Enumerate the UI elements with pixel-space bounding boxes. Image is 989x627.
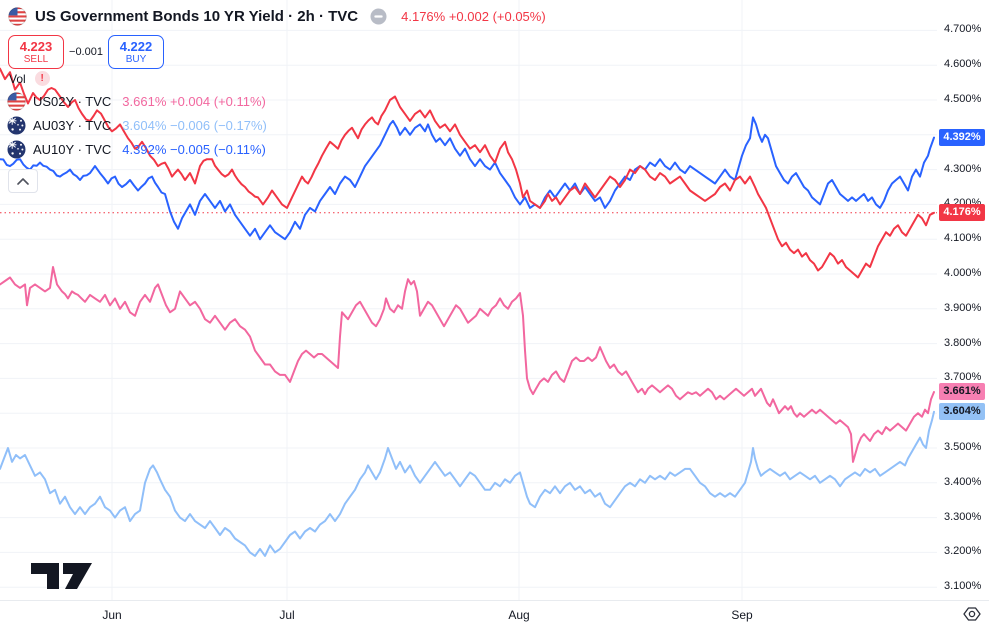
y-axis-tick: 3.300% <box>944 510 982 523</box>
y-axis-tick: 4.100% <box>944 232 982 245</box>
volume-study-row[interactable]: Vol ! <box>9 71 50 86</box>
buy-button[interactable]: 4.222 BUY <box>108 35 164 69</box>
legend-change: −0.005 (−0.11%) <box>170 141 266 157</box>
compare-legend: US02Y · TVC 3.661% +0.004 (+0.11%) AU03Y… <box>7 89 267 161</box>
y-axis-tick: 3.100% <box>944 580 982 593</box>
x-axis-label: Sep <box>731 608 753 622</box>
volume-label: Vol <box>9 71 26 86</box>
us-flag-icon <box>8 7 27 26</box>
legend-change: −0.006 (−0.17%) <box>170 117 267 133</box>
y-axis-tick: 3.700% <box>944 371 982 384</box>
sell-label: SELL <box>23 54 49 65</box>
legend-symbol: AU10Y · TVC <box>33 141 112 157</box>
chart-canvas[interactable] <box>0 0 937 600</box>
y-axis-tick: 3.200% <box>944 545 982 558</box>
bid-ask-spread: −0.001 <box>69 46 103 58</box>
y-axis-tick: 3.800% <box>944 336 982 349</box>
series-line-au03y <box>0 410 935 557</box>
price-tag: 4.392% <box>939 129 985 147</box>
volume-warning-icon[interactable]: ! <box>34 71 50 86</box>
price-tag: 3.661% <box>939 383 985 401</box>
symbol-title[interactable]: US Government Bonds 10 YR Yield · 2h · T… <box>35 8 359 25</box>
legend-row-au10y[interactable]: AU10Y · TVC 4.392% −0.005 (−0.11%) <box>7 137 267 161</box>
x-axis-label: Aug <box>508 608 530 622</box>
buy-price: 4.222 <box>119 39 153 54</box>
time-axis[interactable]: Jun Jul Aug Sep <box>0 600 989 627</box>
au-flag-icon <box>7 140 26 158</box>
symbol-header: US Government Bonds 10 YR Yield · 2h · T… <box>8 7 546 26</box>
trade-buttons: 4.223 SELL −0.001 4.222 BUY <box>8 35 164 69</box>
y-axis-tick: 3.500% <box>944 441 982 453</box>
y-axis-tick: 3.900% <box>944 301 982 314</box>
buy-label: BUY <box>125 54 147 65</box>
x-axis-label: Jul <box>279 608 295 622</box>
price-scale-visibility-icon[interactable] <box>962 606 982 627</box>
x-axis-label: Jun <box>102 608 122 622</box>
sell-price: 4.223 <box>19 39 53 54</box>
au-flag-icon <box>7 116 26 134</box>
price-tag: 3.604% <box>939 403 985 421</box>
legend-symbol: US02Y · TVC <box>33 93 112 109</box>
y-axis-tick: 4.300% <box>944 162 982 175</box>
sell-button[interactable]: 4.223 SELL <box>8 35 64 69</box>
legend-row-au03y[interactable]: AU03Y · TVC 3.604% −0.006 (−0.17%) <box>7 113 267 137</box>
legend-value: 3.604% <box>122 117 167 133</box>
series-line-au10y <box>0 116 935 241</box>
hide-indicator-icon[interactable] <box>370 8 387 25</box>
legend-value: 3.661% <box>122 93 167 109</box>
legend-change: +0.004 (+0.11%) <box>170 93 266 109</box>
price-axis[interactable]: 4.700%4.600%4.500%4.400%4.300%4.200%4.10… <box>937 0 989 600</box>
us-flag-icon <box>7 91 26 111</box>
legend-row-us02y[interactable]: US02Y · TVC 3.661% +0.004 (+0.11%) <box>7 89 267 113</box>
series-line-us10y <box>0 67 935 279</box>
y-axis-tick: 4.500% <box>944 93 982 105</box>
collapse-legend-button[interactable] <box>8 169 38 193</box>
price-tag: 4.176% <box>939 204 985 222</box>
series-line-us02y <box>0 266 935 463</box>
chevron-up-icon <box>17 177 29 185</box>
legend-symbol: AU03Y · TVC <box>33 117 112 133</box>
y-axis-tick: 3.400% <box>944 475 982 488</box>
legend-value: 4.392% <box>122 141 167 157</box>
y-axis-tick: 4.700% <box>944 23 982 36</box>
last-price-quote: 4.176% +0.002 (+0.05%) <box>401 9 546 24</box>
y-axis-tick: 4.600% <box>944 58 982 71</box>
tradingview-logo[interactable] <box>30 562 96 595</box>
y-axis-tick: 4.000% <box>944 267 982 279</box>
